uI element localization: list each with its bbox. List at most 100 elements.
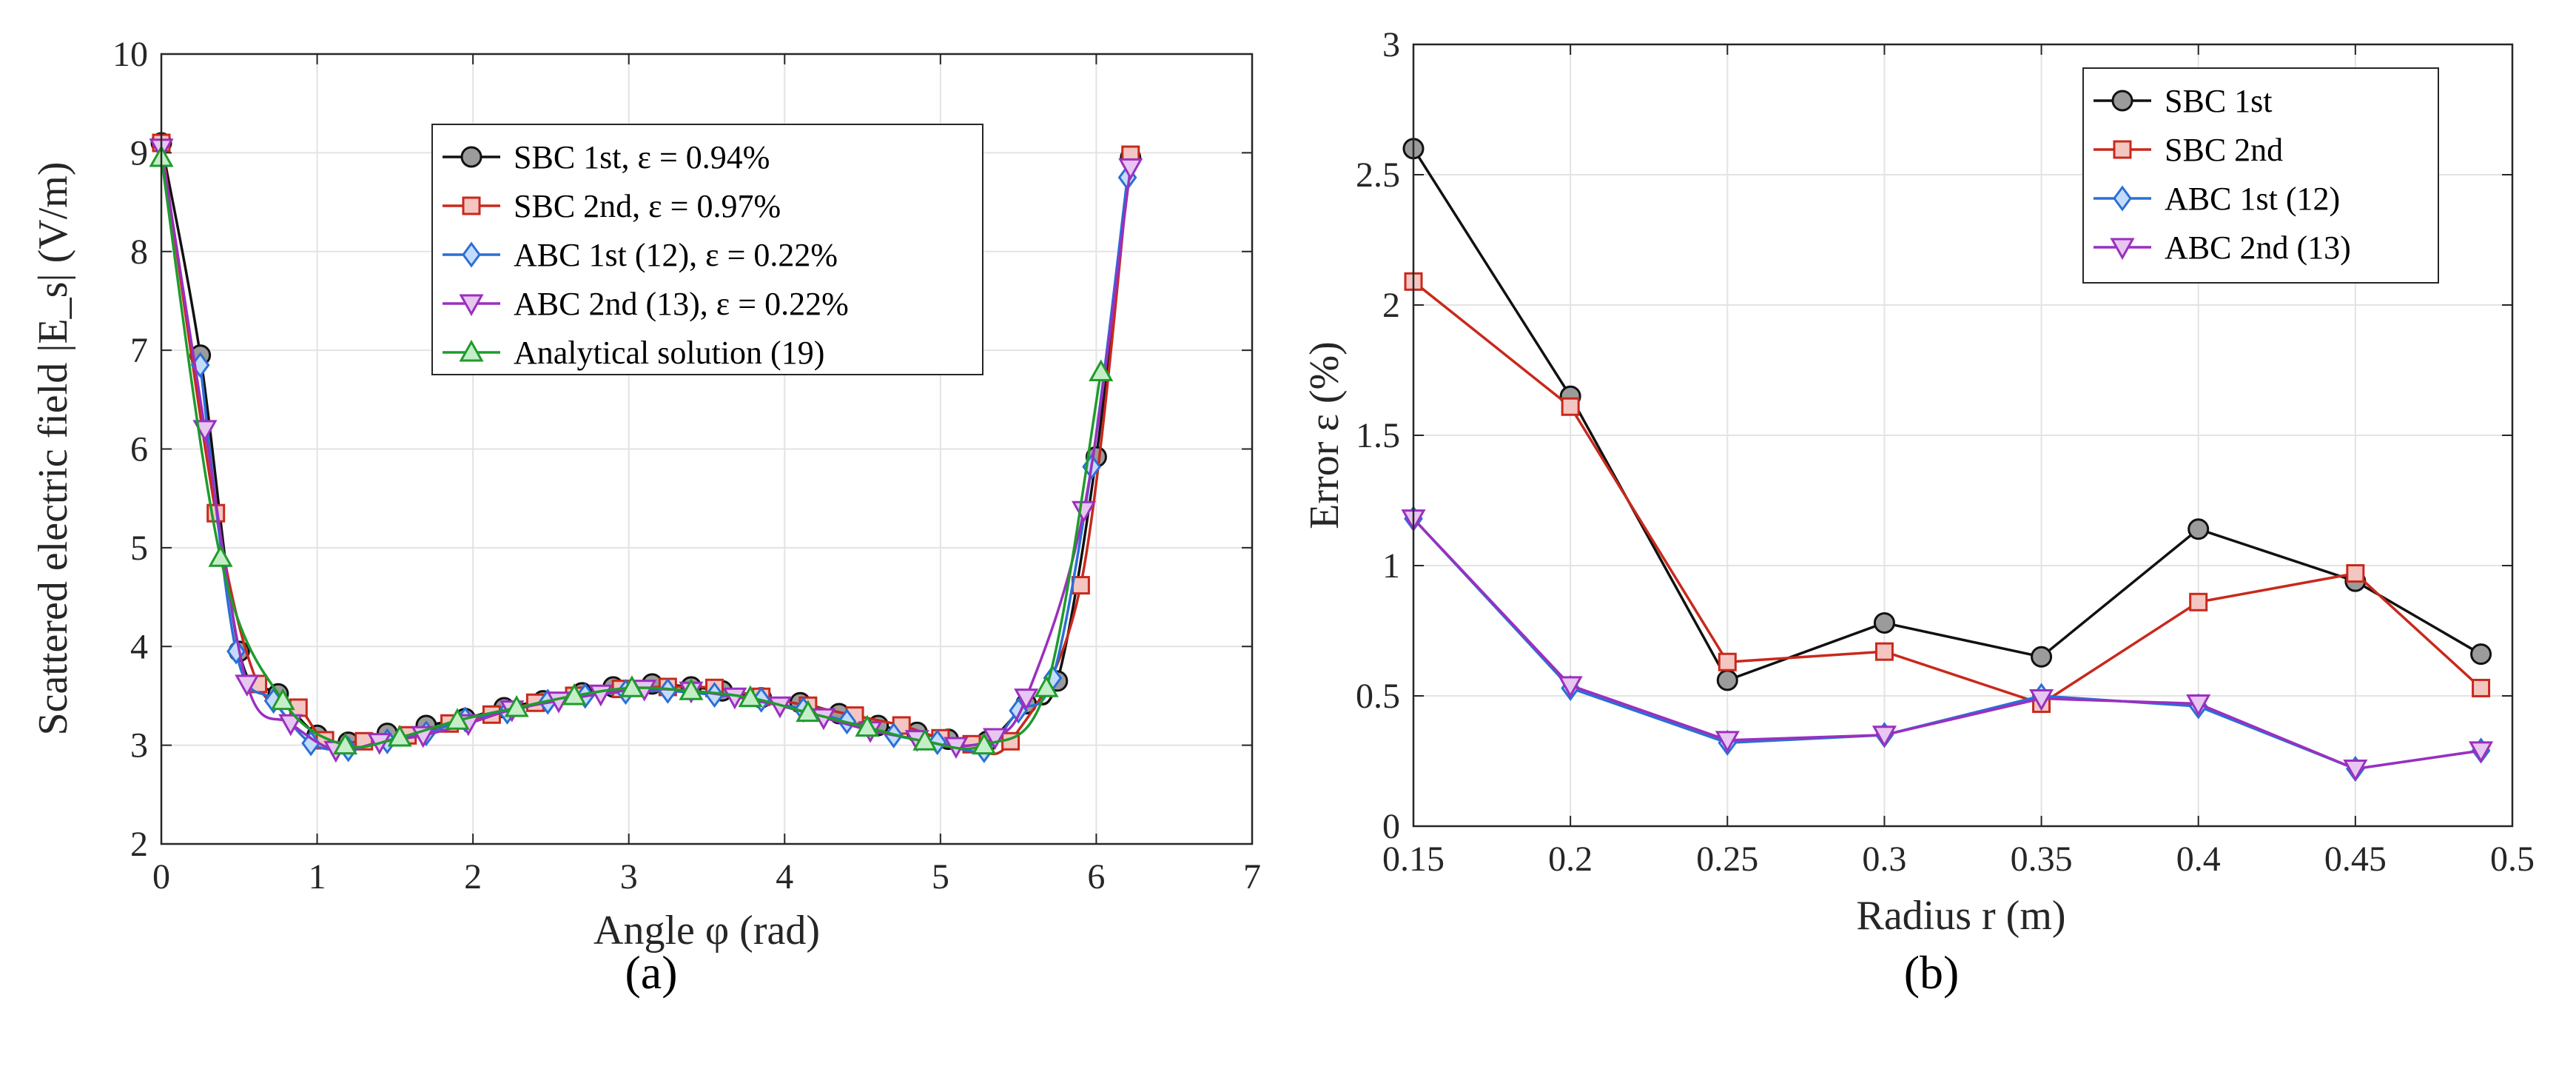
data-point <box>1071 576 1090 595</box>
x-tick-label: 0.25 <box>1696 840 1758 879</box>
x-tick-label: 6 <box>1087 857 1105 897</box>
data-point <box>2343 760 2368 782</box>
data-point <box>387 724 412 747</box>
data-point <box>270 688 295 711</box>
data-point <box>679 678 704 700</box>
y-tick-label: 5 <box>130 529 148 568</box>
y-tick-label: 7 <box>130 331 148 370</box>
legend-marker <box>2111 90 2133 112</box>
data-point <box>2031 646 2053 668</box>
chart-panel-a: 0 1 2 3 4 5 6 7 2 3 4 5 6 7 8 9 10 Angle φ (rad) Scattered… <box>30 35 1261 999</box>
data-point <box>658 677 678 704</box>
y-tick-label: 2 <box>130 825 148 864</box>
y-tick-label: 10 <box>112 35 148 74</box>
x-tick-label: 0.45 <box>2324 840 2387 879</box>
x-tick-label: 1 <box>309 857 326 897</box>
y-tick-label: 6 <box>130 430 148 469</box>
x-tick-label: 0.4 <box>2176 840 2221 879</box>
data-point <box>1089 359 1114 381</box>
data-point <box>722 687 747 710</box>
data-point <box>1558 676 1583 698</box>
data-point <box>445 708 470 730</box>
legend-entry: ABC 1st (12), ε = 0.22% <box>443 237 838 273</box>
legend-entry: ABC 2nd (13) <box>2094 229 2351 266</box>
x-tick-label: 7 <box>1243 857 1261 897</box>
data-point <box>2029 689 2054 711</box>
x-tick-label: 2 <box>464 857 482 897</box>
x-tick-label: 4 <box>776 857 793 897</box>
data-point <box>1872 725 1897 748</box>
y-axis-label: Error ε (%) <box>1302 341 1348 529</box>
legend-label: ABC 1st (12), ε = 0.22% <box>514 237 838 273</box>
data-point <box>2472 678 2491 697</box>
legend-label: SBC 2nd <box>2165 132 2283 168</box>
series-line <box>1412 280 2482 706</box>
legend-marker <box>2110 238 2135 261</box>
data-point <box>855 714 880 737</box>
data-point <box>235 674 260 697</box>
legend-marker <box>2113 140 2132 159</box>
legend-label: Analytical solution (19) <box>514 335 824 371</box>
legend-marker <box>459 339 484 362</box>
tick-labels: 0.15 0.2 0.25 0.3 0.35 0.4 0.45 0.5 0 0.5 1 1.5 2 2.5… <box>1356 25 2535 879</box>
series-abc-2nd-13- <box>1401 509 2494 782</box>
legend-label: ABC 1st (12) <box>2165 181 2340 217</box>
axes-frame <box>160 53 1254 845</box>
x-axis-label: Angle φ (rad) <box>593 908 820 954</box>
data-point <box>2186 694 2211 717</box>
axes-frame <box>1412 43 2514 828</box>
x-tick-label: 0.5 <box>2490 840 2535 879</box>
data-point <box>912 728 938 751</box>
x-tick-label: 5 <box>932 857 949 897</box>
data-point <box>2469 741 2494 763</box>
chart-panel-b: 0.15 0.2 0.25 0.3 0.35 0.4 0.45 0.5 0 0.5 1 1.5 2 2.5… <box>1302 25 2535 999</box>
data-point <box>2187 518 2210 540</box>
x-tick-label: 0.2 <box>1548 840 1593 879</box>
data-point <box>2346 564 2365 583</box>
data-point <box>972 732 997 755</box>
y-tick-label: 3 <box>1382 25 1400 64</box>
series-line <box>1412 147 2482 682</box>
legend-label: ABC 2nd (13), ε = 0.22% <box>514 286 849 322</box>
legend-marker <box>459 294 484 317</box>
data-point <box>1715 731 1740 753</box>
data-point <box>796 700 821 723</box>
legend: SBC 1st, ε = 0.94% SBC 2nd, ε = 0.97% ABC … <box>431 124 983 375</box>
y-tick-label: 2 <box>1382 286 1400 325</box>
data-point <box>1118 158 1143 181</box>
series-sbc-1st <box>1402 138 2492 691</box>
y-tick-label: 2.5 <box>1356 155 1400 195</box>
y-tick-label: 1.5 <box>1356 416 1400 455</box>
legend-marker <box>460 146 482 168</box>
data-point <box>1718 652 1737 671</box>
legend-box <box>431 124 983 375</box>
data-point <box>1561 397 1580 416</box>
legend-entry: Analytical solution (19) <box>443 335 824 371</box>
legend-entry: ABC 2nd (13), ε = 0.22% <box>443 286 849 322</box>
series-analytical-solution-19- <box>149 144 1114 755</box>
data-point <box>2470 643 2492 666</box>
x-tick-label: 0 <box>152 857 170 897</box>
data-point <box>208 545 233 567</box>
data-point <box>1716 669 1738 691</box>
data-point <box>738 685 763 708</box>
data-point <box>1874 642 1894 661</box>
data-point <box>301 730 321 757</box>
legend-label: SBC 2nd, ε = 0.97% <box>514 188 781 224</box>
x-tick-label: 3 <box>620 857 638 897</box>
series-sbc-2nd <box>1404 272 2491 714</box>
y-tick-label: 1 <box>1382 546 1400 586</box>
y-tick-label: 9 <box>130 133 148 172</box>
x-axis-label: Radius r (m) <box>1856 893 2065 939</box>
panel-caption: (b) <box>1904 946 1960 999</box>
data-point <box>2189 592 2208 611</box>
x-tick-label: 0.3 <box>1862 840 1906 879</box>
x-tick-label: 0.35 <box>2011 840 2073 879</box>
legend-entry: SBC 1st, ε = 0.94% <box>443 139 770 175</box>
legend-entry: SBC 1st <box>2094 83 2273 119</box>
legend-entry: SBC 2nd <box>2094 132 2283 168</box>
legend-entry: ABC 1st (12) <box>2094 181 2340 217</box>
legend-marker <box>462 241 481 268</box>
legend-label: ABC 2nd (13) <box>2165 229 2351 266</box>
